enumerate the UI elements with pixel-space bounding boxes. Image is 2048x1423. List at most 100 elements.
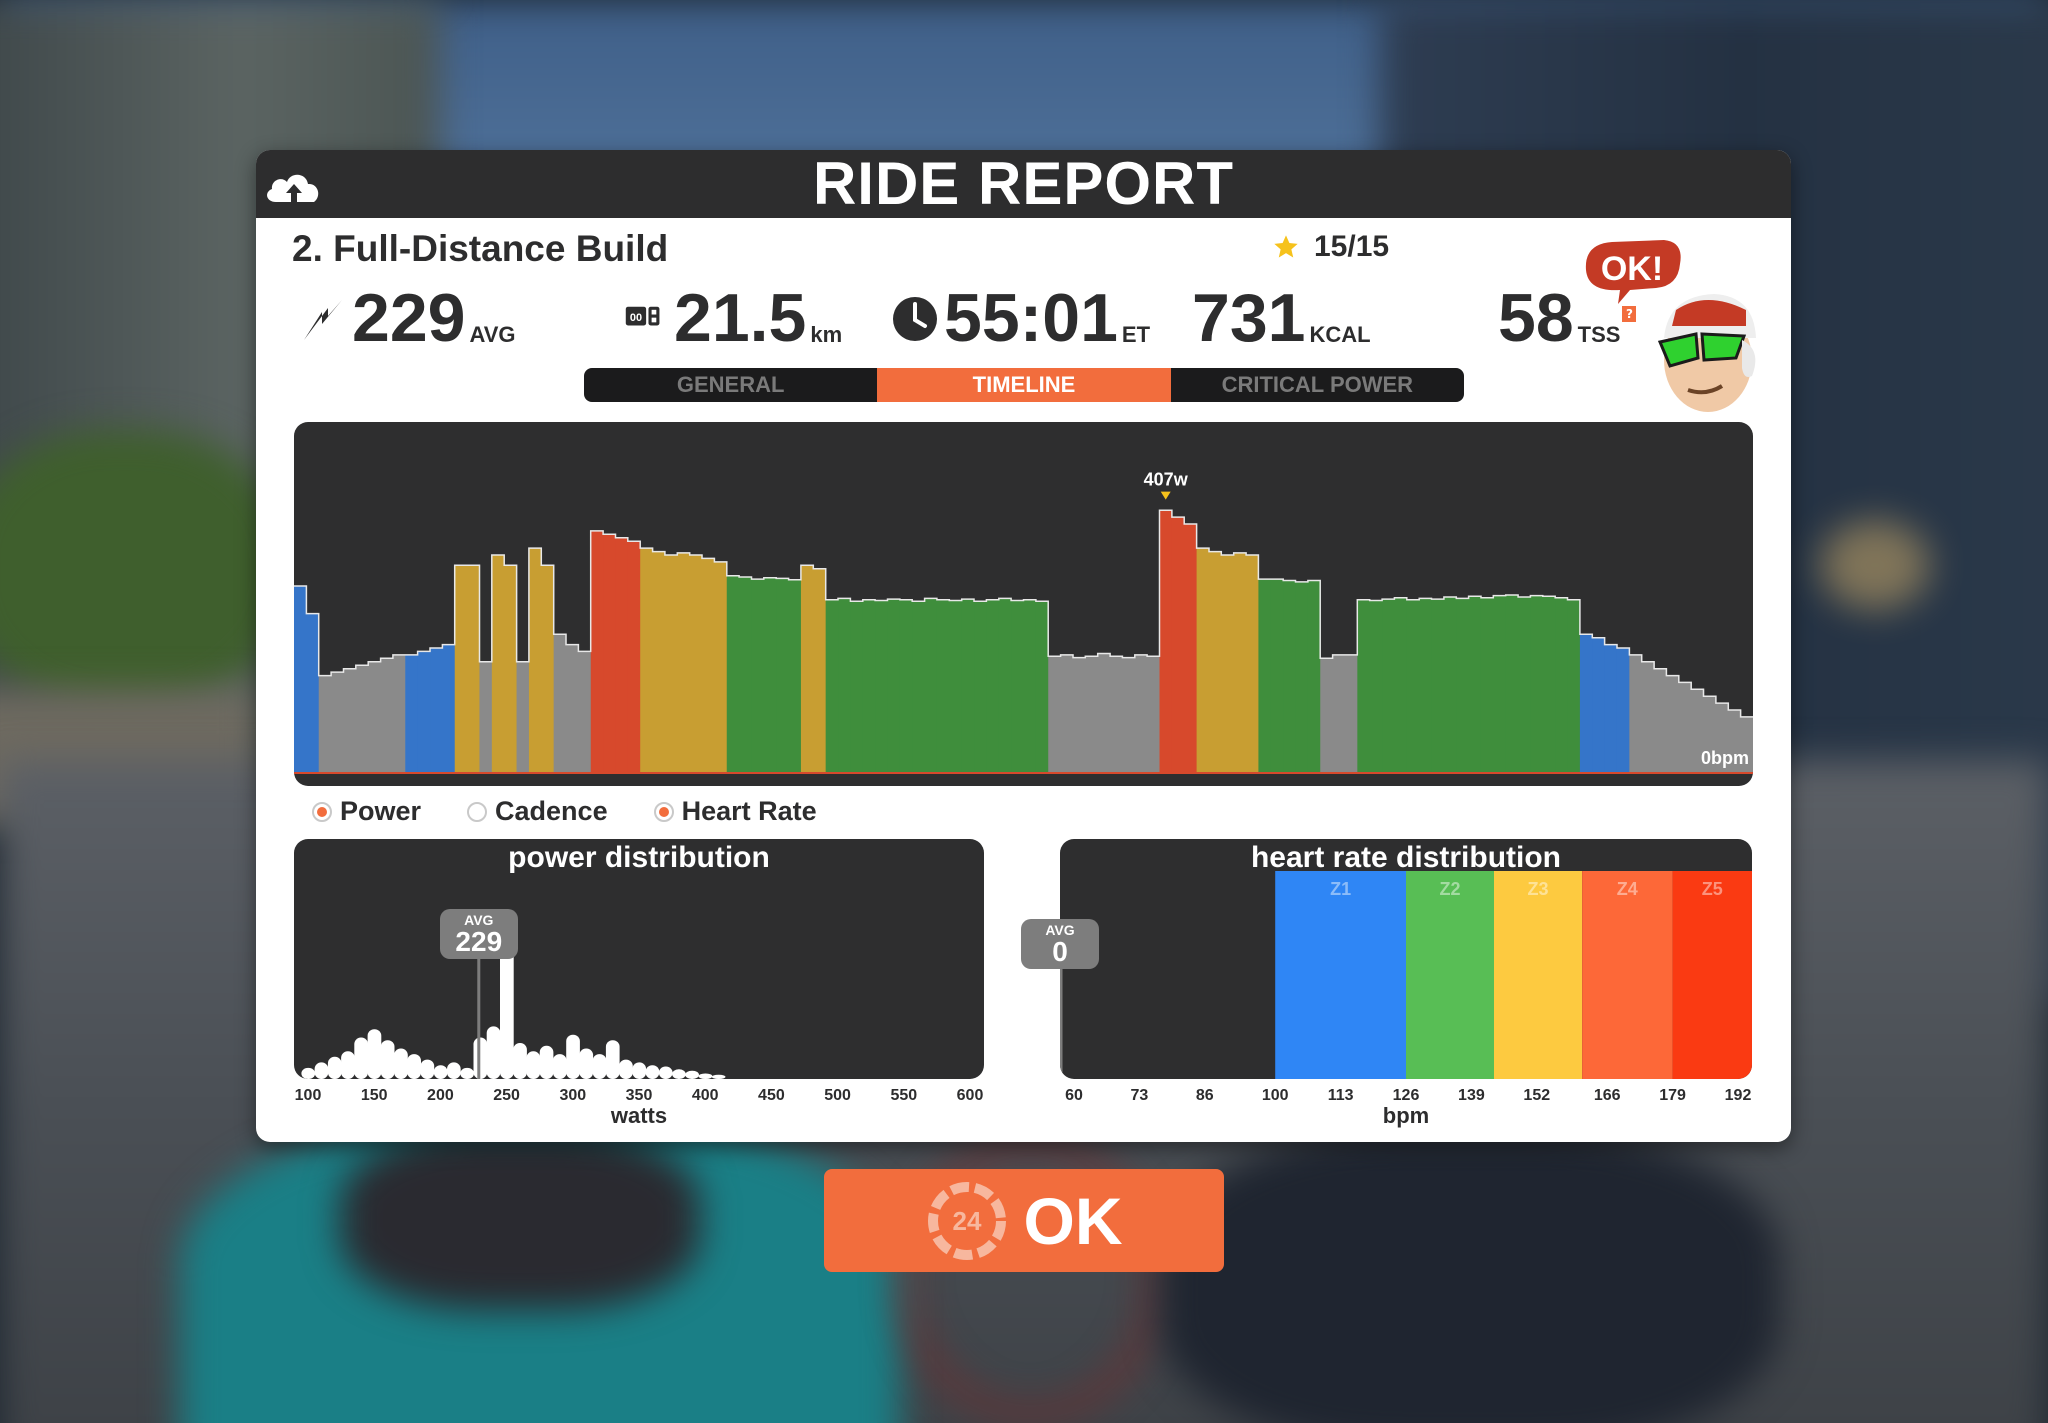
timeline-bar	[1320, 658, 1334, 772]
timeline-bar	[986, 599, 1000, 772]
timeline-bar	[912, 601, 926, 772]
power-bin-bar	[447, 1062, 461, 1079]
ok-button[interactable]: 24 OK	[824, 1169, 1224, 1272]
timeline-bar	[331, 672, 345, 772]
hr-distribution-title: heart rate distribution	[1250, 841, 1562, 874]
avg-power-unit: AVG	[469, 322, 516, 347]
power-tick-label: 450	[758, 1087, 785, 1104]
timeline-bar	[1629, 654, 1643, 772]
tab-critical-power[interactable]: CRITICAL POWER	[1221, 372, 1414, 397]
power-bin-bar	[460, 1067, 474, 1079]
power-bin-bar	[685, 1070, 699, 1079]
24-hour-ring-icon: 24	[927, 1181, 1006, 1260]
timeline-bar	[640, 548, 654, 772]
timeline-bar	[1233, 552, 1247, 772]
hr-zone-band-z1	[1275, 871, 1406, 1079]
hr-zone-label: Z3	[1527, 879, 1548, 899]
timeline-bar	[1406, 599, 1420, 772]
hr-tick-label: 60	[1065, 1087, 1083, 1104]
clock-icon	[893, 297, 937, 341]
rider-jersey-dark	[340, 1130, 700, 1310]
timeline-bar	[1579, 634, 1593, 772]
elapsed-time-value: 55:01	[944, 280, 1118, 356]
hr-zone-label: Z5	[1702, 879, 1723, 899]
timeline-bar	[1147, 656, 1161, 772]
power-bin-bar	[566, 1034, 580, 1079]
timeline-bar	[454, 565, 468, 772]
power-bin-bar	[645, 1065, 660, 1079]
power-radio[interactable]	[312, 801, 332, 822]
timeline-bar	[368, 661, 382, 772]
legend-heart-rate[interactable]: Heart Rate	[653, 796, 817, 827]
timeline-bar	[788, 579, 802, 772]
distance-stat: 00 21.5 km	[618, 282, 842, 352]
timeline-bar	[1505, 594, 1519, 772]
timeline-bar	[887, 599, 901, 772]
hr-axis-label: bpm	[1382, 1103, 1430, 1128]
power-tick-label: 100	[294, 1087, 322, 1104]
timeline-bar	[541, 565, 555, 772]
timeline-bar	[380, 658, 394, 772]
timeline-bar	[318, 675, 332, 772]
timeline-bar	[590, 530, 604, 772]
timeline-bar	[998, 598, 1012, 772]
hr-zone-label: Z4	[1617, 879, 1638, 899]
tab-timeline[interactable]: TIMELINE	[877, 368, 1171, 402]
hr-tick-label: 179	[1659, 1087, 1686, 1104]
power-bin-bar	[632, 1062, 647, 1079]
timeline-chart[interactable]: 407w 0bpm	[294, 422, 1753, 786]
legend-cadence[interactable]: Cadence	[467, 796, 608, 827]
power-bin-bar	[394, 1048, 408, 1079]
power-distribution-chart	[301, 912, 726, 1079]
timeline-bar	[813, 568, 827, 772]
cadence-radio[interactable]	[467, 801, 488, 822]
cloud-upload-icon[interactable]	[262, 164, 326, 208]
timeline-bar	[392, 654, 406, 772]
power-distribution-title: power distribution	[508, 841, 770, 874]
hr-distribution-chart: Z1 Z2 Z3 Z4 Z5	[1060, 871, 1752, 1079]
avg-power-value: 229	[352, 280, 466, 356]
calories-value: 731	[1192, 280, 1306, 356]
timeline-bar	[1097, 653, 1111, 772]
tss-stat: 58 TSS ?	[1498, 282, 1637, 352]
power-avg-badge: AVG 229	[439, 909, 518, 959]
ride-report-modal: RIDE REPORT 2. Full-Distance Build 15/15…	[256, 150, 1791, 1142]
power-bin-bar	[433, 1065, 448, 1079]
timeline-bar	[1171, 517, 1185, 772]
timeline-bar	[1394, 597, 1408, 772]
rider-dark	[1160, 1130, 1780, 1423]
hr-distribution-panel: Z1 Z2 Z3 Z4 Z5 heart rate distribution AVG 0…	[1021, 839, 1752, 1128]
power-bin-bar	[327, 1056, 342, 1079]
timeline-bar	[1307, 580, 1321, 772]
rating-text: 15/15	[1314, 230, 1390, 263]
timeline-bar	[726, 575, 740, 772]
legend-power[interactable]: Power	[312, 796, 421, 827]
timeline-bar	[1493, 595, 1507, 772]
power-bin-bar	[314, 1062, 329, 1079]
power-bin-bar	[486, 1026, 501, 1079]
timeline-bar	[294, 586, 307, 772]
hr-zone-band-z3	[1494, 871, 1582, 1079]
hr-tick-label: 139	[1458, 1087, 1485, 1104]
power-bin-bar	[658, 1066, 673, 1079]
power-axis-label: watts	[610, 1103, 668, 1128]
timeline-bar	[1258, 579, 1272, 772]
timeline-bar	[355, 665, 369, 772]
tab-general[interactable]: GENERAL	[676, 372, 785, 397]
tss-help-icon[interactable]: ?	[1622, 306, 1637, 322]
power-bin-bar	[605, 1040, 620, 1079]
timeline-bar	[1283, 580, 1297, 772]
heart-rate-radio[interactable]	[653, 801, 674, 822]
power-tick-label: 200	[427, 1087, 454, 1104]
power-bin-bar	[380, 1040, 395, 1079]
power-tick-label: 400	[691, 1087, 719, 1104]
elapsed-time-stat: 55:01 ET	[892, 282, 1150, 352]
chart-legend: Power Cadence Heart Rate	[312, 796, 863, 827]
modal-title: RIDE REPORT	[812, 150, 1235, 217]
timeline-bar	[899, 599, 913, 772]
timeline-bar	[961, 599, 975, 772]
workout-name: 2. Full-Distance Build	[292, 228, 669, 269]
timeline-bar	[1159, 510, 1173, 772]
hr-zone-label: Z1	[1330, 879, 1351, 899]
timeline-bar	[1443, 597, 1457, 772]
